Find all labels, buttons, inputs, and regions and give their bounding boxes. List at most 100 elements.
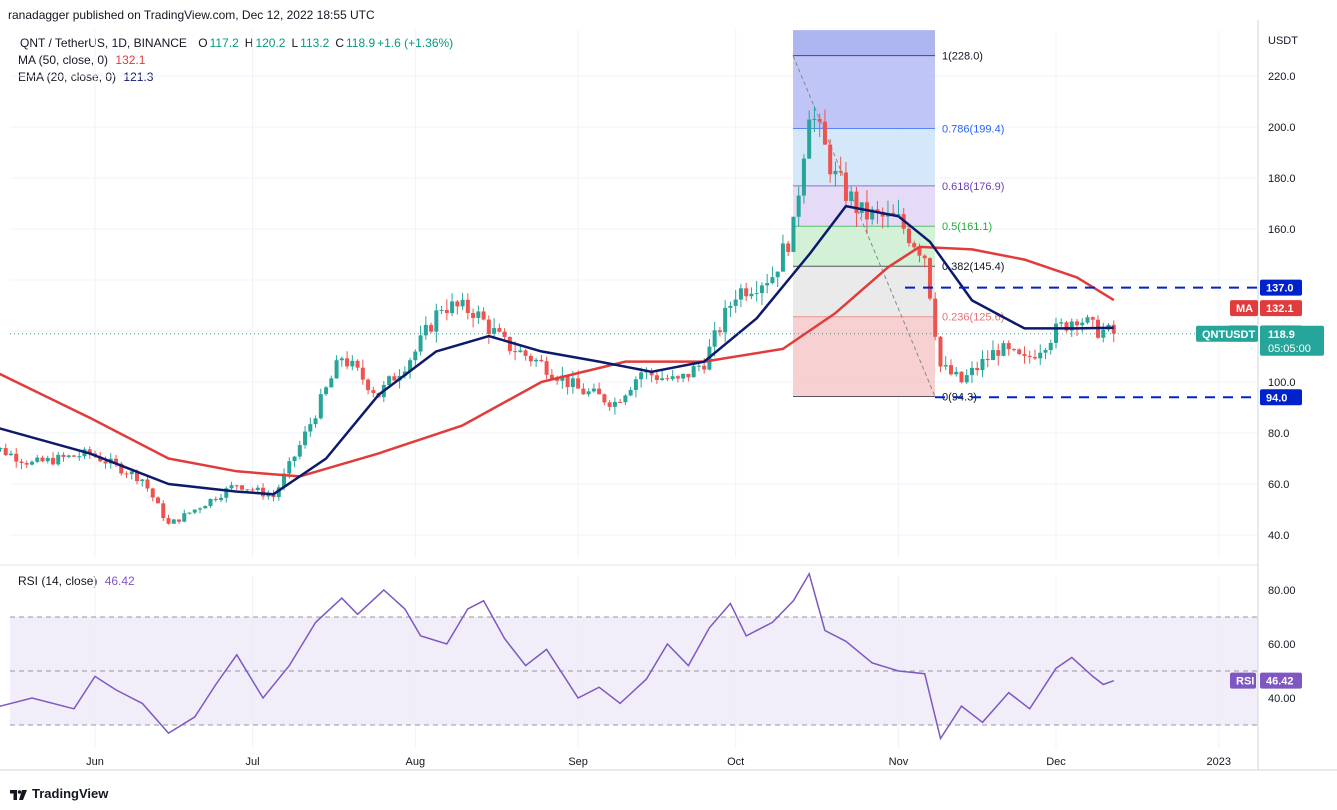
bar-countdown: 05:05:00 — [1268, 343, 1311, 355]
candle-body — [1006, 343, 1011, 350]
candle — [849, 186, 854, 207]
candle-body — [833, 170, 838, 175]
candle — [990, 340, 995, 361]
time-tick-label: Dec — [1046, 756, 1066, 768]
candle — [497, 323, 502, 333]
candle — [786, 240, 791, 257]
candle-body — [964, 375, 969, 383]
ohlc-key-0: O — [198, 36, 208, 50]
rsi-legend[interactable]: RSI (14, close) 46.42 — [18, 574, 135, 588]
candle — [355, 359, 360, 371]
publisher-line: ranadagger published on TradingView.com,… — [8, 8, 375, 22]
resistance-price-tag-group[interactable]: 137.0 — [1260, 279, 1302, 296]
candle — [954, 366, 959, 377]
candle-body — [801, 158, 806, 196]
candle-body — [355, 360, 360, 368]
candle-body — [1022, 354, 1027, 356]
candle — [1111, 320, 1116, 343]
candle — [1022, 346, 1027, 364]
ohlc-key-1: H — [244, 36, 254, 50]
candle — [56, 451, 61, 466]
horizontal-levels — [905, 286, 1258, 399]
rsi-tick-label: 40.00 — [1268, 693, 1296, 705]
candle — [807, 110, 812, 160]
candle-body — [681, 373, 686, 379]
last-price: 118.9 — [1268, 329, 1295, 341]
candle-body — [975, 367, 980, 371]
candle — [828, 139, 833, 183]
candle-body — [518, 350, 523, 353]
candle-body — [481, 311, 486, 320]
candle-body — [229, 485, 234, 489]
candle — [607, 400, 612, 411]
candle-body — [1090, 317, 1095, 320]
candle — [161, 500, 166, 522]
candle-body — [612, 401, 617, 407]
candle-body — [492, 328, 497, 334]
ma-price-tag-group[interactable]: 132.1 — [1260, 300, 1302, 317]
price-tick-label: 100.0 — [1268, 377, 1296, 389]
candle — [1054, 317, 1058, 349]
support-price-tag-group[interactable]: 94.0 — [1260, 389, 1302, 406]
candle — [240, 484, 245, 491]
candle — [581, 383, 586, 395]
ma-price-tag-bg — [1260, 300, 1302, 317]
symbol-legend[interactable]: QNT / TetherUS, 1D, BINANCE O 117.2 H 120.2… — [18, 36, 453, 50]
candle-body — [387, 376, 392, 385]
candle — [476, 305, 481, 324]
candle — [822, 109, 827, 145]
fib-label: 0.5(161.1) — [942, 221, 992, 233]
candle — [8, 450, 13, 457]
fib-top-band — [793, 30, 935, 56]
candle-body — [3, 448, 8, 456]
candle-body — [282, 473, 287, 488]
ma-legend[interactable]: MA (50, close, 0) 132.1 — [18, 53, 145, 67]
candle-body — [817, 118, 822, 122]
candle-body — [581, 388, 586, 395]
candle — [450, 293, 455, 317]
price-tags: 137.094.0MA132.1EMA121.3QNTUSDT118.905:0… — [1196, 279, 1324, 689]
candle — [465, 293, 470, 320]
candle — [171, 518, 176, 524]
rsi-tag-group[interactable]: RSI — [1230, 672, 1256, 689]
candle-body — [255, 487, 260, 490]
candle — [234, 484, 239, 491]
rsi-value-tag-group[interactable]: 46.42 — [1260, 672, 1302, 689]
candle — [964, 369, 969, 385]
fib-zone — [793, 128, 935, 186]
time-tick-label: Jun — [86, 756, 104, 768]
candle — [870, 206, 875, 225]
ema-legend[interactable]: EMA (20, close, 0) 121.3 — [18, 70, 153, 84]
candle — [534, 357, 539, 367]
candle — [208, 498, 213, 508]
ohlc-value-1: 120.2 — [255, 36, 286, 50]
tradingview-logo[interactable]: TradingView — [10, 786, 108, 801]
last-price-tag-group[interactable]: 118.9 05:05:00 — [1260, 325, 1324, 356]
candle — [413, 349, 418, 367]
candle-body — [654, 375, 659, 380]
candle-body — [66, 455, 71, 457]
symbol-tag-group[interactable]: QNTUSDT — [1196, 325, 1258, 342]
candle-body — [1085, 317, 1090, 323]
candle-body — [114, 458, 119, 464]
candle-body — [1111, 324, 1116, 334]
candle — [276, 484, 281, 501]
symbol-tag-bg — [1196, 325, 1258, 342]
fib-label: 0.236(125.6) — [942, 312, 1004, 324]
candle — [948, 359, 953, 376]
fib-zone — [793, 266, 935, 317]
candle — [19, 458, 24, 470]
candle-body — [927, 258, 932, 299]
candle-body — [266, 494, 271, 497]
candle-body — [14, 453, 19, 462]
ma-legend-label: MA (50, close, 0) — [18, 53, 109, 67]
candle — [1048, 339, 1053, 355]
candle — [313, 415, 318, 428]
candle — [1080, 318, 1085, 333]
ma-tag-group[interactable]: MA — [1230, 300, 1258, 317]
candle — [0, 447, 3, 452]
candle-body — [350, 360, 355, 367]
candle-body — [843, 172, 848, 201]
rsi-tick-label: 80.00 — [1268, 585, 1296, 597]
